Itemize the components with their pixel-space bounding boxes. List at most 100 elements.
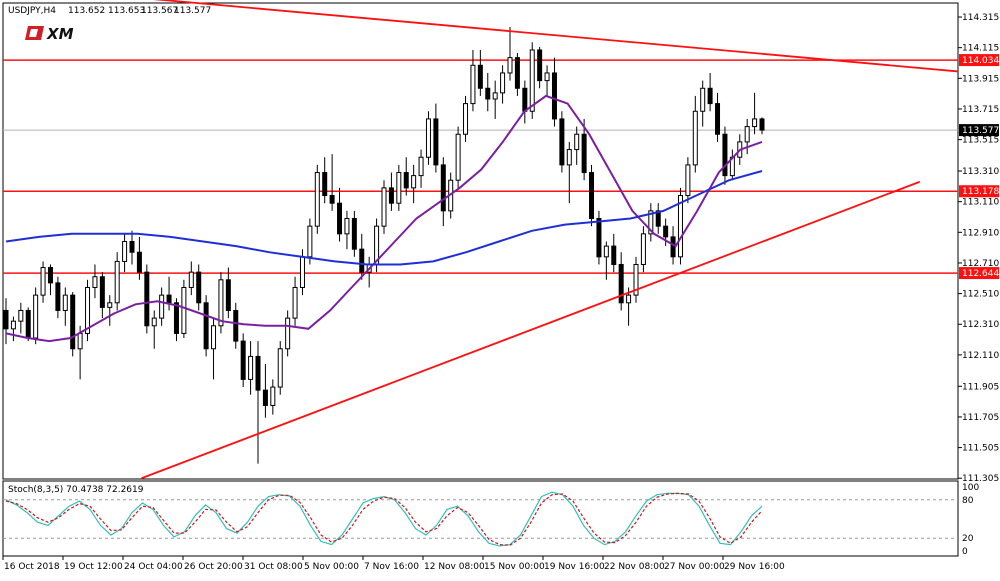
candle-body — [574, 133, 580, 151]
candle-body — [722, 133, 728, 177]
candle-body — [752, 118, 758, 128]
x-tick-label: 29 Nov 16:00 — [724, 562, 785, 572]
candle-body — [611, 245, 617, 265]
candle-body — [403, 172, 409, 189]
candle-body — [715, 103, 721, 135]
stoch-tick-label: 0 — [962, 547, 968, 557]
candle-body — [307, 225, 313, 258]
candle-body — [218, 279, 224, 327]
candle-body — [603, 245, 609, 258]
y-tick-label: 111.705 — [962, 413, 999, 423]
y-tick-label: 113.915 — [962, 74, 999, 84]
candle-body — [596, 218, 602, 258]
level-price-tag — [959, 185, 999, 198]
candle-body — [485, 87, 491, 100]
candle-body — [114, 260, 120, 304]
candle-body — [463, 103, 469, 135]
stoch-main-line — [5, 491, 763, 547]
candle-body — [514, 57, 520, 89]
xm-logo: XM — [25, 25, 74, 43]
candle-body — [522, 87, 528, 112]
level-price-label: 112.644 — [962, 269, 999, 279]
candle-body — [507, 57, 513, 74]
candle-body — [188, 271, 194, 288]
candle-body — [322, 172, 328, 197]
candle-body — [255, 355, 261, 391]
candle-body — [33, 294, 39, 339]
moving-average-line — [5, 94, 763, 343]
candle-body — [685, 164, 691, 197]
candle-body — [10, 320, 16, 330]
candle-body — [85, 286, 91, 334]
candle-body — [107, 302, 113, 308]
chart-header-symbol: USDJPY,H4 — [8, 6, 56, 16]
x-tick-label: 5 Nov 00:00 — [304, 562, 359, 572]
chart-header-high: 113.653 — [108, 6, 145, 16]
candle-body — [581, 133, 587, 174]
candle-body — [233, 309, 239, 342]
candle-body — [55, 282, 61, 311]
x-tick-label: 19 Oct 12:00 — [64, 562, 123, 572]
candle-body — [62, 294, 68, 311]
candle-body — [640, 233, 646, 265]
x-tick-label: 7 Nov 16:00 — [364, 562, 419, 572]
candle-body — [351, 218, 357, 250]
trendline-support — [141, 180, 921, 480]
candle-body — [314, 172, 320, 227]
candle-body — [670, 236, 676, 258]
candle-body — [433, 118, 439, 166]
candle-body — [663, 225, 669, 238]
candle-body — [544, 72, 550, 82]
y-tick-label: 112.110 — [962, 351, 999, 361]
xm-logo-cut — [29, 29, 38, 37]
candle-body — [18, 309, 24, 322]
current-price-label: 113.577 — [962, 126, 999, 136]
candle-body — [551, 72, 557, 120]
y-tick-label: 113.515 — [962, 136, 999, 146]
candle-body — [470, 64, 476, 105]
candle-body — [381, 187, 387, 227]
candle-body — [248, 355, 254, 380]
y-tick-label: 113.110 — [962, 198, 999, 208]
y-tick-label: 112.510 — [962, 290, 999, 300]
x-tick-label: 26 Oct 20:00 — [184, 562, 243, 572]
candle-body — [270, 386, 276, 406]
candle-body — [122, 241, 128, 262]
stoch-tick-label: 80 — [962, 496, 974, 506]
candle-body — [196, 271, 202, 304]
chart-header-low: 113.567 — [141, 6, 178, 16]
level-price-label: 114.034 — [962, 56, 999, 66]
stoch-panel-frame — [2, 480, 959, 557]
y-tick-label: 113.310 — [962, 167, 999, 177]
candle-body — [329, 195, 335, 204]
candle-body — [589, 172, 595, 220]
y-tick-label: 111.305 — [962, 474, 999, 484]
candle-body — [633, 263, 639, 296]
level-price-tag — [959, 267, 999, 280]
candle-body — [40, 267, 46, 296]
candle-body — [225, 279, 231, 311]
candle-body — [277, 348, 283, 388]
candle-body — [285, 317, 291, 350]
moving-average-line — [5, 170, 763, 266]
x-tick-label: 12 Nov 08:00 — [424, 562, 485, 572]
candle-body — [648, 210, 654, 235]
candle-body — [70, 294, 76, 350]
candle-body — [418, 156, 424, 177]
candle-body — [359, 248, 365, 273]
candle-body — [477, 64, 483, 89]
candle-body — [655, 210, 661, 227]
candle-body — [529, 49, 535, 112]
candle-body — [47, 267, 53, 284]
candle-body — [240, 340, 246, 380]
candle-body — [337, 202, 343, 235]
stoch-tick-label: 100 — [962, 483, 979, 493]
x-tick-label: 27 Nov 00:00 — [664, 562, 725, 572]
x-tick-label: 22 Nov 08:00 — [604, 562, 665, 572]
y-tick-label: 111.905 — [962, 382, 999, 392]
price-panel-frame — [2, 2, 959, 480]
candle-body — [203, 302, 209, 350]
candle-body — [500, 72, 506, 94]
